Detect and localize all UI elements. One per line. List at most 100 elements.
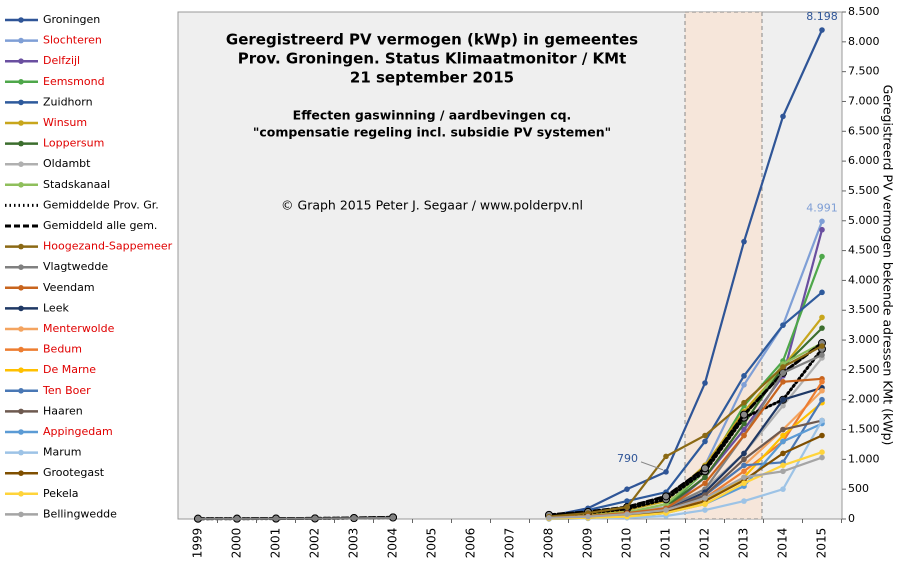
data-point <box>819 379 825 385</box>
data-point <box>819 417 825 424</box>
y-tick-label: 4.500 <box>848 244 880 257</box>
data-point <box>663 507 669 513</box>
y-tick-label: 7.500 <box>848 65 880 78</box>
data-point <box>819 226 825 233</box>
y-tick-label: 500 <box>848 482 869 495</box>
data-point <box>780 438 786 445</box>
legend-label: Ten Boer <box>42 384 91 397</box>
x-tick-label: 2007 <box>503 528 517 559</box>
x-tick-label: 2012 <box>698 528 712 559</box>
x-tick-label: 2001 <box>269 528 283 559</box>
legend-marker <box>18 511 24 518</box>
legend-label: Winsum <box>43 116 87 129</box>
data-point <box>741 480 747 487</box>
data-point <box>819 387 825 394</box>
x-tick-label: 2009 <box>581 528 595 559</box>
data-point <box>741 238 747 245</box>
data-point <box>663 453 669 460</box>
legend-marker <box>18 37 24 44</box>
data-point <box>740 410 748 419</box>
legend-marker <box>18 17 24 23</box>
data-point <box>819 396 825 403</box>
data-point <box>702 380 708 386</box>
data-point <box>780 113 786 120</box>
legend-label: Marum <box>43 446 81 459</box>
data-point <box>546 515 552 521</box>
chart-title: Prov. Groningen. Status Klimaatmonitor /… <box>238 50 627 68</box>
data-point <box>741 450 747 457</box>
x-tick-label: 2004 <box>386 528 400 559</box>
legend-label: Leek <box>43 301 69 314</box>
x-tick-label: 2010 <box>620 528 634 559</box>
legend-marker <box>18 429 24 435</box>
legend-marker <box>18 346 24 353</box>
data-point <box>662 492 670 501</box>
y-tick-label: 5.500 <box>848 184 880 197</box>
data-point <box>741 399 747 406</box>
data-point <box>234 515 240 522</box>
legend-marker <box>18 140 24 147</box>
legend-label: Gemiddeld alle gem. <box>43 219 157 232</box>
data-point <box>780 486 786 492</box>
data-point <box>819 432 825 439</box>
y-tick-label: 5.000 <box>848 214 880 227</box>
data-point <box>741 468 747 475</box>
x-tick-label: 2003 <box>347 528 361 559</box>
data-point <box>312 515 318 522</box>
x-tick-label: 2005 <box>425 528 439 559</box>
legend-label: Loppersum <box>43 137 104 150</box>
x-tick-label: 2000 <box>230 528 244 559</box>
y-tick-label: 6.500 <box>848 124 880 137</box>
legend-label: Gemiddelde Prov. Gr. <box>43 198 159 211</box>
legend-marker <box>18 491 24 497</box>
data-point <box>780 379 786 385</box>
legend-label: Delfzijl <box>43 54 80 67</box>
data-point <box>780 468 786 475</box>
data-point <box>195 516 201 522</box>
legend-marker <box>18 264 24 271</box>
data-point <box>819 352 825 358</box>
legend-marker <box>18 79 24 85</box>
data-point <box>819 218 825 225</box>
y-tick-label: 2.000 <box>848 393 880 406</box>
highlight-band <box>684 11 763 520</box>
chart-title: 21 september 2015 <box>350 69 514 87</box>
legend-label: Grootegast <box>43 466 105 479</box>
data-point <box>780 364 786 370</box>
legend-label: Hoogezand-Sappemeer <box>43 240 173 253</box>
x-tick-label: 2002 <box>308 528 322 559</box>
legend-marker <box>18 326 24 332</box>
data-point <box>663 469 669 475</box>
legend-label: Bedum <box>43 343 82 356</box>
legend-label: Vlagtwedde <box>43 260 108 273</box>
value-label: 8.198 <box>806 10 838 23</box>
data-point <box>819 449 825 455</box>
chart-title: Geregistreerd PV vermogen (kWp) in gemee… <box>226 31 638 49</box>
data-point <box>702 507 708 513</box>
legend-label: Menterwolde <box>43 322 115 335</box>
y-tick-label: 0 <box>848 512 855 525</box>
y-tick-label: 8.500 <box>848 5 880 18</box>
leader-line <box>640 461 664 471</box>
data-point <box>780 370 786 376</box>
data-point <box>701 464 709 473</box>
data-point <box>819 27 825 33</box>
chart-subtitle: "compensatie regeling incl. subsidie PV … <box>253 125 611 140</box>
legend-marker <box>18 58 24 64</box>
legend-label: Zuidhorn <box>43 95 93 108</box>
legend-label: Pekela <box>43 487 79 500</box>
legend-marker <box>18 305 24 312</box>
y-tick-label: 1.000 <box>848 452 880 465</box>
data-point <box>819 325 825 331</box>
y-tick-label: 8.000 <box>848 35 880 48</box>
x-tick-label: 2015 <box>815 528 829 559</box>
legend-label: Haaren <box>43 404 83 417</box>
x-tick-label: 2011 <box>659 528 673 559</box>
data-point <box>741 420 747 427</box>
value-label: 4.991 <box>806 201 838 214</box>
y-tick-label: 6.000 <box>848 154 880 167</box>
x-tick-label: 1999 <box>191 528 205 559</box>
data-point <box>624 486 630 492</box>
legend-label: Groningen <box>43 13 100 26</box>
credit: © Graph 2015 Peter J. Segaar / www.polde… <box>281 198 583 213</box>
